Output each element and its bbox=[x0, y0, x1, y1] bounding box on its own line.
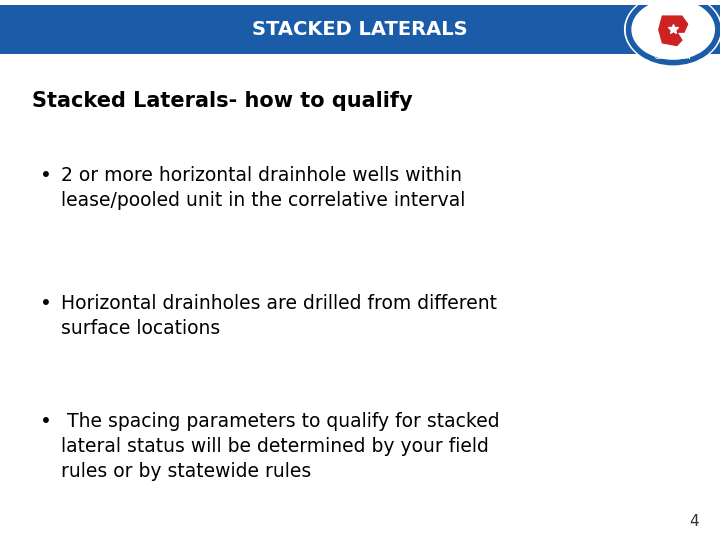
Text: The spacing parameters to qualify for stacked
lateral status will be determined : The spacing parameters to qualify for st… bbox=[61, 411, 500, 481]
Text: Stacked Laterals- how to qualify: Stacked Laterals- how to qualify bbox=[32, 91, 413, 111]
Text: •: • bbox=[40, 411, 51, 431]
Circle shape bbox=[629, 0, 718, 63]
Text: 2 or more horizontal drainhole wells within
lease/pooled unit in the correlative: 2 or more horizontal drainhole wells wit… bbox=[61, 166, 466, 210]
Circle shape bbox=[625, 0, 720, 65]
Text: STACKED LATERALS: STACKED LATERALS bbox=[252, 20, 468, 39]
Text: •: • bbox=[40, 294, 51, 313]
Text: RAILROAD: RAILROAD bbox=[660, 0, 687, 4]
Text: 4: 4 bbox=[689, 514, 698, 529]
FancyBboxPatch shape bbox=[0, 5, 720, 53]
Text: Horizontal drainholes are drilled from different
surface locations: Horizontal drainholes are drilled from d… bbox=[61, 294, 498, 338]
Text: •: • bbox=[40, 166, 51, 185]
Text: COMMISSION: COMMISSION bbox=[655, 55, 691, 60]
Polygon shape bbox=[659, 16, 688, 45]
